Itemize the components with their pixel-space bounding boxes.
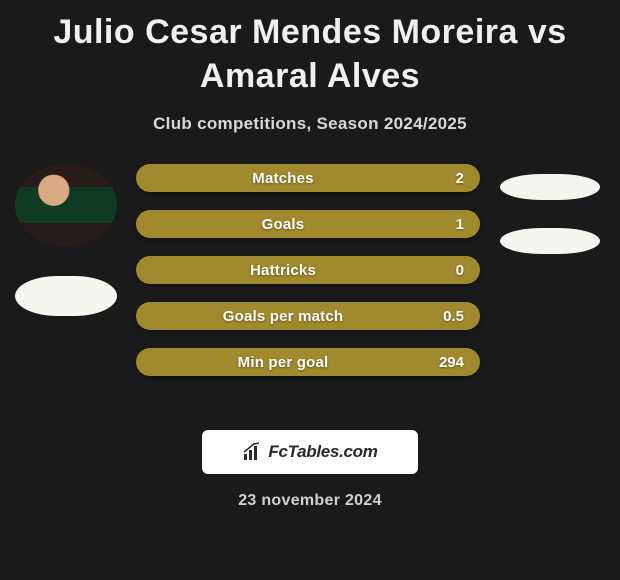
- stat-value: 294: [430, 354, 464, 371]
- player1-placeholder: [15, 276, 117, 316]
- stat-label: Hattricks: [136, 262, 430, 279]
- footer-date: 23 november 2024: [0, 492, 620, 510]
- page-title: Julio Cesar Mendes Moreira vs Amaral Alv…: [0, 0, 620, 98]
- stat-row-goals: Goals 1: [136, 210, 480, 238]
- stat-value: 2: [430, 170, 464, 187]
- stat-label: Matches: [136, 170, 430, 187]
- source-logo: FcTables.com: [202, 430, 418, 474]
- stat-value: 0: [430, 262, 464, 279]
- logo-text: FcTables.com: [268, 442, 377, 462]
- stat-row-hattricks: Hattricks 0: [136, 256, 480, 284]
- stat-value: 1: [430, 216, 464, 233]
- left-avatar-column: [8, 164, 123, 316]
- stats-list: Matches 2 Goals 1 Hattricks 0 Goals per …: [136, 164, 480, 376]
- subtitle: Club competitions, Season 2024/2025: [0, 114, 620, 134]
- player2-placeholder: [500, 174, 600, 200]
- player1-avatar: [15, 164, 117, 246]
- stat-value: 0.5: [430, 308, 464, 325]
- stat-row-matches: Matches 2: [136, 164, 480, 192]
- stat-label: Goals: [136, 216, 430, 233]
- player2-placeholder: [500, 228, 600, 254]
- stat-row-goals-per-match: Goals per match 0.5: [136, 302, 480, 330]
- stat-row-min-per-goal: Min per goal 294: [136, 348, 480, 376]
- right-avatar-column: [497, 174, 602, 254]
- bar-chart-icon: [242, 442, 262, 462]
- comparison-panel: Matches 2 Goals 1 Hattricks 0 Goals per …: [0, 160, 620, 400]
- stat-label: Min per goal: [136, 354, 430, 371]
- stat-label: Goals per match: [136, 308, 430, 325]
